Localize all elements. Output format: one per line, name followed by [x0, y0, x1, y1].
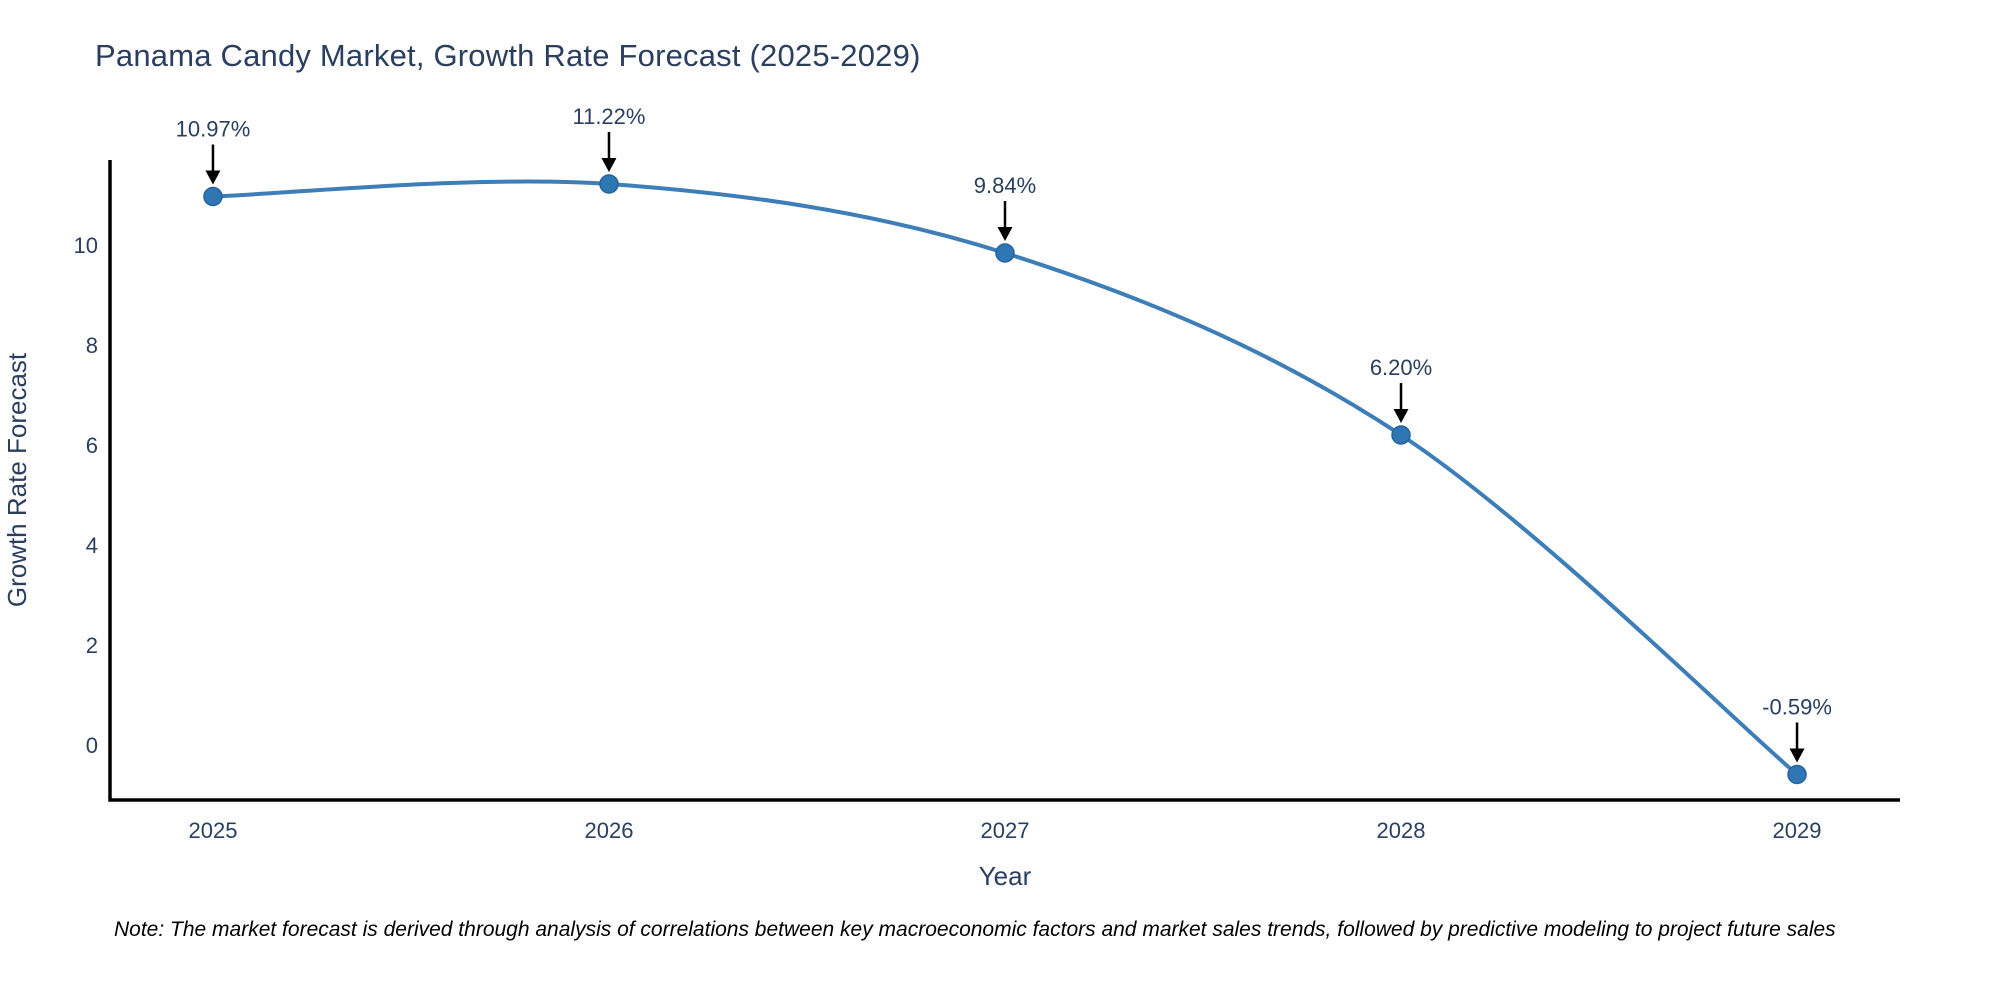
- chart-title: Panama Candy Market, Growth Rate Forecas…: [95, 38, 921, 73]
- y-tick-label: 8: [86, 333, 98, 358]
- x-tick-label: 2026: [585, 818, 634, 843]
- x-tick-label: 2025: [188, 818, 237, 843]
- y-tick-label: 6: [86, 433, 98, 458]
- annotation-arrowhead: [1393, 409, 1409, 423]
- annotation-arrowhead: [1789, 748, 1805, 763]
- annotation-arrowhead: [997, 227, 1013, 241]
- series-line: [210, 179, 1800, 777]
- x-axis-title: Year: [979, 861, 1032, 891]
- chart-footnote: Note: The market forecast is derived thr…: [114, 918, 1836, 941]
- axis-lines: [108, 160, 1900, 802]
- data-point-marker[interactable]: [1787, 764, 1807, 785]
- x-tick-label: 2028: [1377, 818, 1426, 843]
- x-tick-label: 2029: [1773, 818, 1822, 843]
- data-point-marker[interactable]: [1391, 425, 1411, 445]
- data-point-marker[interactable]: [995, 243, 1015, 263]
- data-point-label: -0.59%: [1762, 695, 1832, 720]
- data-point-label: 10.97%: [176, 117, 251, 142]
- y-axis-title: Growth Rate Forecast: [2, 352, 32, 607]
- data-point-label: 11.22%: [572, 104, 645, 129]
- data-point-marker[interactable]: [599, 174, 619, 194]
- y-tick-label: 2: [86, 633, 98, 658]
- annotation-arrowhead: [205, 170, 221, 185]
- data-point-label: 9.84%: [974, 173, 1036, 198]
- x-tick-label: 2027: [981, 818, 1030, 843]
- y-tick-label: 4: [86, 533, 98, 558]
- data-point-label: 6.20%: [1370, 355, 1432, 380]
- data-point-marker[interactable]: [203, 186, 223, 207]
- annotation-arrowhead: [601, 158, 617, 172]
- y-tick-label: 10: [74, 233, 98, 258]
- y-tick-label: 0: [86, 733, 98, 758]
